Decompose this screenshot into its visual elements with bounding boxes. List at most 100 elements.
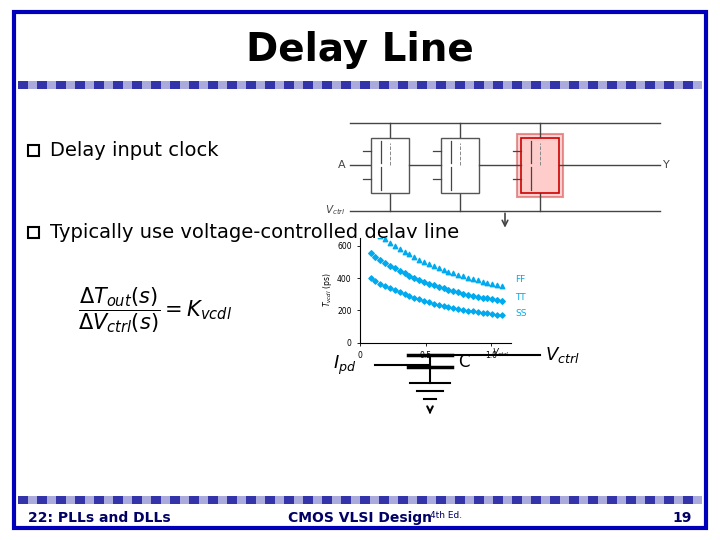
Point xyxy=(433,282,444,291)
Point xyxy=(438,284,449,293)
Bar xyxy=(455,81,464,89)
Bar xyxy=(294,81,303,89)
Point xyxy=(423,279,435,288)
Point xyxy=(448,287,459,295)
Bar xyxy=(37,81,47,89)
Bar xyxy=(436,81,446,89)
Bar xyxy=(66,81,75,89)
Bar xyxy=(664,496,673,504)
Bar xyxy=(66,496,75,504)
Bar xyxy=(598,496,607,504)
Point xyxy=(428,299,440,308)
Point xyxy=(365,249,377,258)
Point xyxy=(443,286,454,294)
Text: Y: Y xyxy=(663,160,670,170)
Point xyxy=(457,306,469,314)
Bar xyxy=(626,81,636,89)
Bar xyxy=(531,496,541,504)
Point xyxy=(496,296,508,305)
Bar xyxy=(379,496,389,504)
Bar xyxy=(503,496,512,504)
Bar xyxy=(294,496,303,504)
Bar xyxy=(28,226,39,238)
Bar xyxy=(37,496,47,504)
Bar xyxy=(517,133,563,197)
Point xyxy=(487,295,498,303)
Point xyxy=(438,301,449,310)
Point xyxy=(384,261,396,270)
Bar xyxy=(256,81,265,89)
Bar xyxy=(151,81,161,89)
Bar xyxy=(284,81,294,89)
Point xyxy=(399,290,410,299)
Bar xyxy=(636,81,645,89)
Point xyxy=(467,275,479,284)
Bar xyxy=(132,81,142,89)
Point xyxy=(487,310,498,319)
Point xyxy=(482,279,493,287)
Bar xyxy=(578,81,588,89)
Point xyxy=(399,247,410,256)
Bar xyxy=(199,81,208,89)
Point xyxy=(452,305,464,313)
Point xyxy=(472,276,483,285)
Bar xyxy=(256,496,265,504)
Bar xyxy=(484,496,493,504)
Bar xyxy=(312,81,322,89)
Text: Delay Line: Delay Line xyxy=(246,31,474,69)
Bar xyxy=(578,496,588,504)
Bar xyxy=(142,81,151,89)
Text: Delay input clock: Delay input clock xyxy=(50,140,218,159)
Point xyxy=(452,288,464,296)
Bar xyxy=(446,81,455,89)
Bar xyxy=(94,496,104,504)
Bar xyxy=(47,496,56,504)
Bar xyxy=(113,81,122,89)
Point xyxy=(418,258,430,266)
Bar xyxy=(56,496,66,504)
Bar xyxy=(217,81,227,89)
Bar xyxy=(18,496,27,504)
Bar xyxy=(84,496,94,504)
Bar xyxy=(673,496,683,504)
Bar xyxy=(493,496,503,504)
Bar xyxy=(28,145,39,156)
Point xyxy=(413,255,425,264)
Point xyxy=(482,309,493,318)
Bar xyxy=(607,496,616,504)
Point xyxy=(477,308,488,317)
Point xyxy=(457,272,469,281)
Bar xyxy=(683,496,693,504)
Bar xyxy=(208,81,217,89)
Bar xyxy=(142,496,151,504)
Bar xyxy=(47,81,56,89)
Bar xyxy=(512,81,521,89)
Bar xyxy=(84,81,94,89)
Bar xyxy=(464,496,474,504)
Bar xyxy=(189,81,199,89)
Bar xyxy=(389,496,398,504)
Bar xyxy=(303,81,312,89)
Point xyxy=(418,278,430,286)
Text: $V_{ctrl}$: $V_{ctrl}$ xyxy=(545,345,580,365)
Point xyxy=(433,264,444,272)
Point xyxy=(462,306,474,315)
Bar xyxy=(693,81,702,89)
Text: 4th Ed.: 4th Ed. xyxy=(430,510,462,519)
Point xyxy=(462,273,474,282)
Text: TT: TT xyxy=(515,293,526,302)
Bar xyxy=(104,496,113,504)
Text: $V_{ctrl}$: $V_{ctrl}$ xyxy=(325,204,346,218)
Bar xyxy=(598,81,607,89)
Bar xyxy=(484,81,493,89)
Point xyxy=(365,224,377,232)
Bar xyxy=(27,81,37,89)
Bar xyxy=(503,81,512,89)
Text: FF: FF xyxy=(515,275,526,284)
Point xyxy=(365,274,377,282)
Bar xyxy=(331,496,341,504)
Bar xyxy=(322,496,331,504)
Point xyxy=(487,279,498,288)
Bar xyxy=(151,496,161,504)
Bar xyxy=(341,496,351,504)
